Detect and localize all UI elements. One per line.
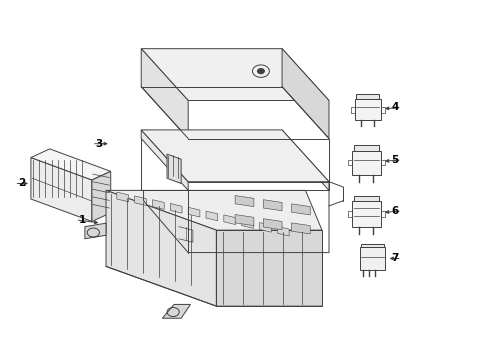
Text: 6: 6 bbox=[390, 206, 398, 216]
Text: 7: 7 bbox=[390, 253, 398, 264]
Polygon shape bbox=[263, 219, 282, 230]
Polygon shape bbox=[117, 192, 128, 202]
Polygon shape bbox=[291, 204, 309, 215]
Polygon shape bbox=[241, 219, 253, 228]
Polygon shape bbox=[205, 211, 217, 221]
Circle shape bbox=[257, 69, 264, 73]
Polygon shape bbox=[85, 223, 106, 239]
Polygon shape bbox=[352, 201, 380, 227]
Polygon shape bbox=[353, 145, 379, 150]
Polygon shape bbox=[106, 190, 321, 230]
Polygon shape bbox=[282, 49, 328, 139]
Polygon shape bbox=[167, 154, 181, 184]
Polygon shape bbox=[282, 130, 328, 190]
Polygon shape bbox=[162, 305, 190, 318]
Polygon shape bbox=[259, 222, 271, 232]
Polygon shape bbox=[354, 99, 380, 120]
Polygon shape bbox=[216, 230, 321, 306]
Polygon shape bbox=[106, 190, 216, 306]
Polygon shape bbox=[277, 226, 288, 236]
Text: 2: 2 bbox=[18, 179, 25, 188]
Polygon shape bbox=[141, 49, 328, 100]
Polygon shape bbox=[31, 158, 92, 221]
Polygon shape bbox=[291, 223, 309, 234]
Polygon shape bbox=[141, 130, 328, 182]
Text: 5: 5 bbox=[390, 155, 398, 165]
Polygon shape bbox=[152, 200, 164, 210]
Text: 4: 4 bbox=[390, 103, 398, 112]
Text: 1: 1 bbox=[79, 215, 86, 225]
Polygon shape bbox=[141, 49, 188, 139]
Polygon shape bbox=[141, 130, 188, 190]
Polygon shape bbox=[235, 215, 253, 226]
Polygon shape bbox=[360, 244, 384, 247]
Text: 3: 3 bbox=[95, 139, 102, 149]
Polygon shape bbox=[359, 247, 385, 270]
Polygon shape bbox=[353, 195, 379, 201]
Polygon shape bbox=[263, 200, 282, 211]
Polygon shape bbox=[188, 207, 200, 217]
Polygon shape bbox=[355, 94, 379, 99]
Polygon shape bbox=[224, 215, 235, 225]
Polygon shape bbox=[31, 149, 110, 180]
Polygon shape bbox=[134, 196, 146, 206]
Polygon shape bbox=[235, 195, 253, 207]
Polygon shape bbox=[352, 150, 380, 175]
Polygon shape bbox=[170, 203, 182, 213]
Polygon shape bbox=[92, 171, 110, 221]
